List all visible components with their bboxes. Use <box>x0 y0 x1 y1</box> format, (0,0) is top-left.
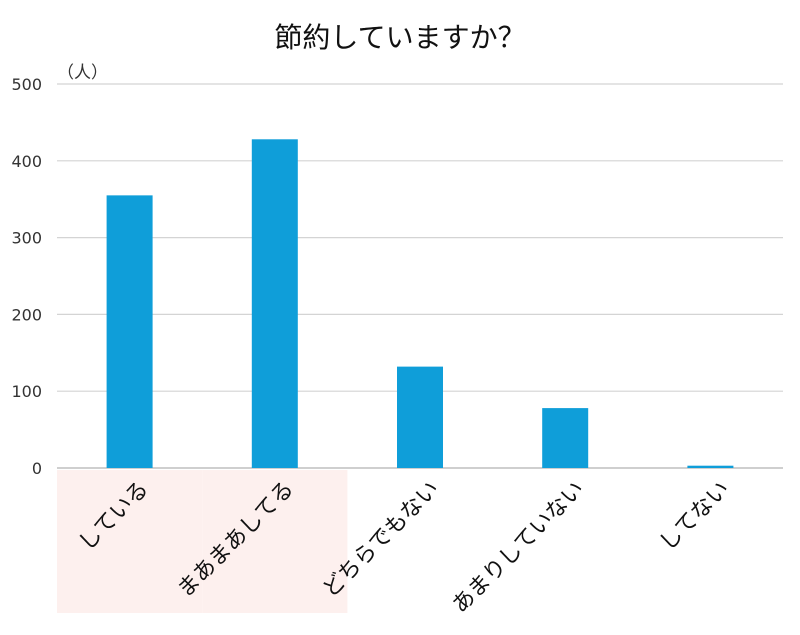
x-tick-label: してない <box>655 477 734 556</box>
y-tick-label: 500 <box>11 75 42 94</box>
x-tick-label: あまりしていない <box>448 477 590 619</box>
bar-3 <box>542 408 589 468</box>
y-tick-label: 0 <box>32 459 42 478</box>
bar-0 <box>106 195 153 469</box>
unit-label: （人） <box>57 63 108 83</box>
bar-4 <box>687 465 734 468</box>
y-tick-label: 400 <box>11 152 42 171</box>
y-tick-label: 100 <box>11 382 42 401</box>
highlight-band-0 <box>57 470 203 613</box>
highlight-band-1 <box>202 470 348 613</box>
y-tick-label: 300 <box>11 229 42 248</box>
bar-1 <box>251 139 298 468</box>
chart-title: 節約していますか？ <box>274 21 525 54</box>
bar-2 <box>397 366 443 468</box>
y-tick-label: 200 <box>11 305 42 324</box>
